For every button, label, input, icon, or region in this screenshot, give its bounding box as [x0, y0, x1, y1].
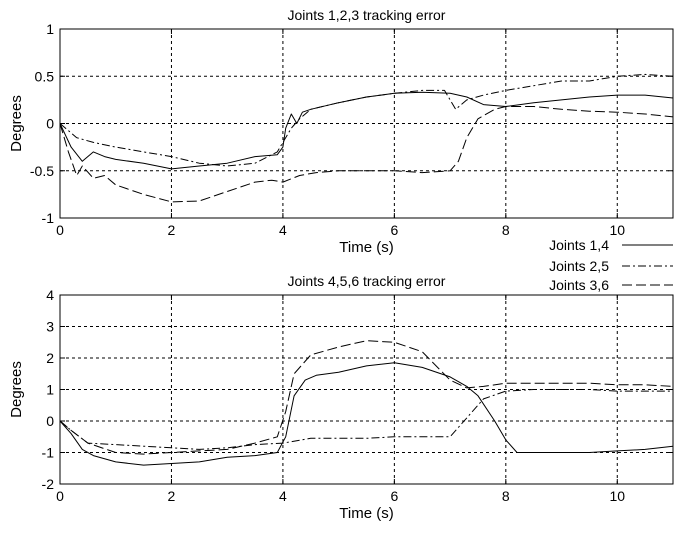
legend: Joints 1,4 Joints 2,5 Joints 3,6 — [549, 237, 673, 293]
x-tick-label: 8 — [502, 222, 510, 238]
x-axis-label: Time (s) — [339, 505, 393, 522]
y-tick-label: -2 — [42, 476, 55, 492]
series-line — [59, 340, 674, 455]
y-tick-label: 0 — [46, 116, 54, 132]
x-tick-label: 10 — [609, 222, 625, 238]
x-tick-label: 0 — [56, 222, 64, 238]
y-tick-label: -1 — [42, 445, 55, 461]
top-plot-joints-1-2-3: 0 2 4 6 8 10 -1 -0.5 0 0.5 1 Joints 1,2,3 tracking … — [8, 7, 674, 256]
y-tick-label: 3 — [46, 319, 54, 335]
legend-label-3: Joints 3,6 — [549, 277, 609, 293]
legend-label-2: Joints 2,5 — [549, 258, 609, 274]
series-line — [59, 389, 673, 450]
legend-label-1: Joints 1,4 — [549, 237, 609, 253]
y-tick-label: 1 — [46, 382, 54, 398]
plot-title: Joints 4,5,6 tracking error — [288, 273, 446, 289]
x-tick-label: 0 — [56, 488, 64, 504]
y-tick-label: 4 — [46, 287, 54, 303]
y-axis-label: Degrees — [8, 95, 25, 152]
x-tick-label: 6 — [390, 222, 398, 238]
y-tick-label: 0 — [46, 413, 54, 429]
series-line — [59, 91, 674, 170]
y-tick-label: 2 — [46, 350, 54, 366]
y-tick-label: 1 — [46, 21, 54, 37]
y-tick-label: -0.5 — [30, 163, 54, 179]
x-tick-label: 4 — [279, 488, 287, 504]
y-tick-label: 0.5 — [35, 68, 55, 84]
x-tick-label: 2 — [168, 222, 176, 238]
y-tick-label: -1 — [42, 210, 55, 226]
x-tick-label: 10 — [609, 488, 625, 504]
y-axis-label: Degrees — [8, 361, 25, 418]
x-tick-label: 4 — [279, 222, 287, 238]
x-axis-label: Time (s) — [339, 239, 393, 256]
x-tick-label: 8 — [502, 488, 510, 504]
series-line — [59, 362, 674, 466]
x-tick-label: 2 — [168, 488, 176, 504]
bottom-plot-joints-4-5-6: 0 2 4 6 8 10 -2 -1 0 1 2 3 4 Joints 4,5,6 tracking er… — [8, 273, 674, 522]
series-line — [59, 106, 674, 203]
series-line — [59, 73, 674, 167]
x-tick-label: 6 — [390, 488, 398, 504]
plot-title: Joints 1,2,3 tracking error — [288, 7, 446, 23]
